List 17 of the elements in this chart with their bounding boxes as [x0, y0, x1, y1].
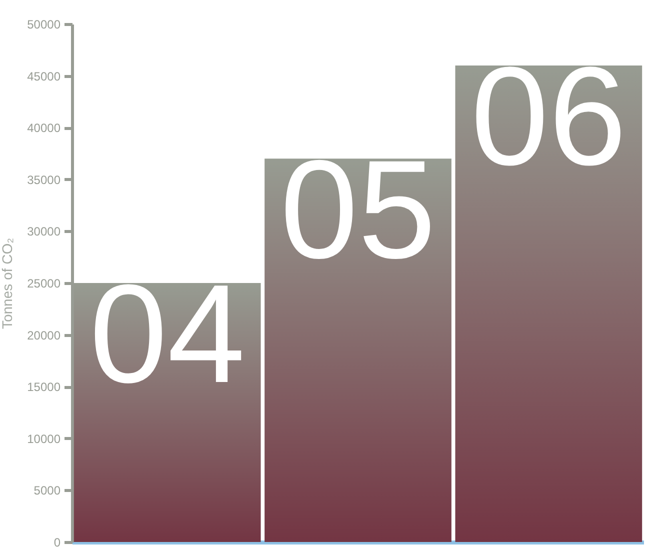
y-tick-label: 15000: [27, 380, 61, 394]
y-tick-label: 10000: [27, 432, 61, 446]
x-tick-label: 04: [89, 255, 246, 412]
y-tick-label: 35000: [27, 172, 61, 187]
y-tick-label: 0: [54, 536, 61, 547]
y-tick-label: 40000: [27, 121, 61, 136]
x-tick-label: 06: [470, 37, 627, 194]
y-tick-label: 45000: [27, 69, 61, 84]
bar: [264, 158, 452, 542]
y-tick-label: 25000: [27, 276, 61, 290]
bar: [455, 65, 642, 542]
y-axis-title: Tonnes of CO₂: [0, 238, 16, 330]
y-tick-label: 30000: [27, 224, 61, 239]
y-tick-label: 5000: [34, 484, 61, 498]
y-tick-label: 20000: [27, 328, 61, 342]
x-tick-label: 05: [280, 130, 436, 288]
y-tick-label: 50000: [27, 18, 61, 32]
